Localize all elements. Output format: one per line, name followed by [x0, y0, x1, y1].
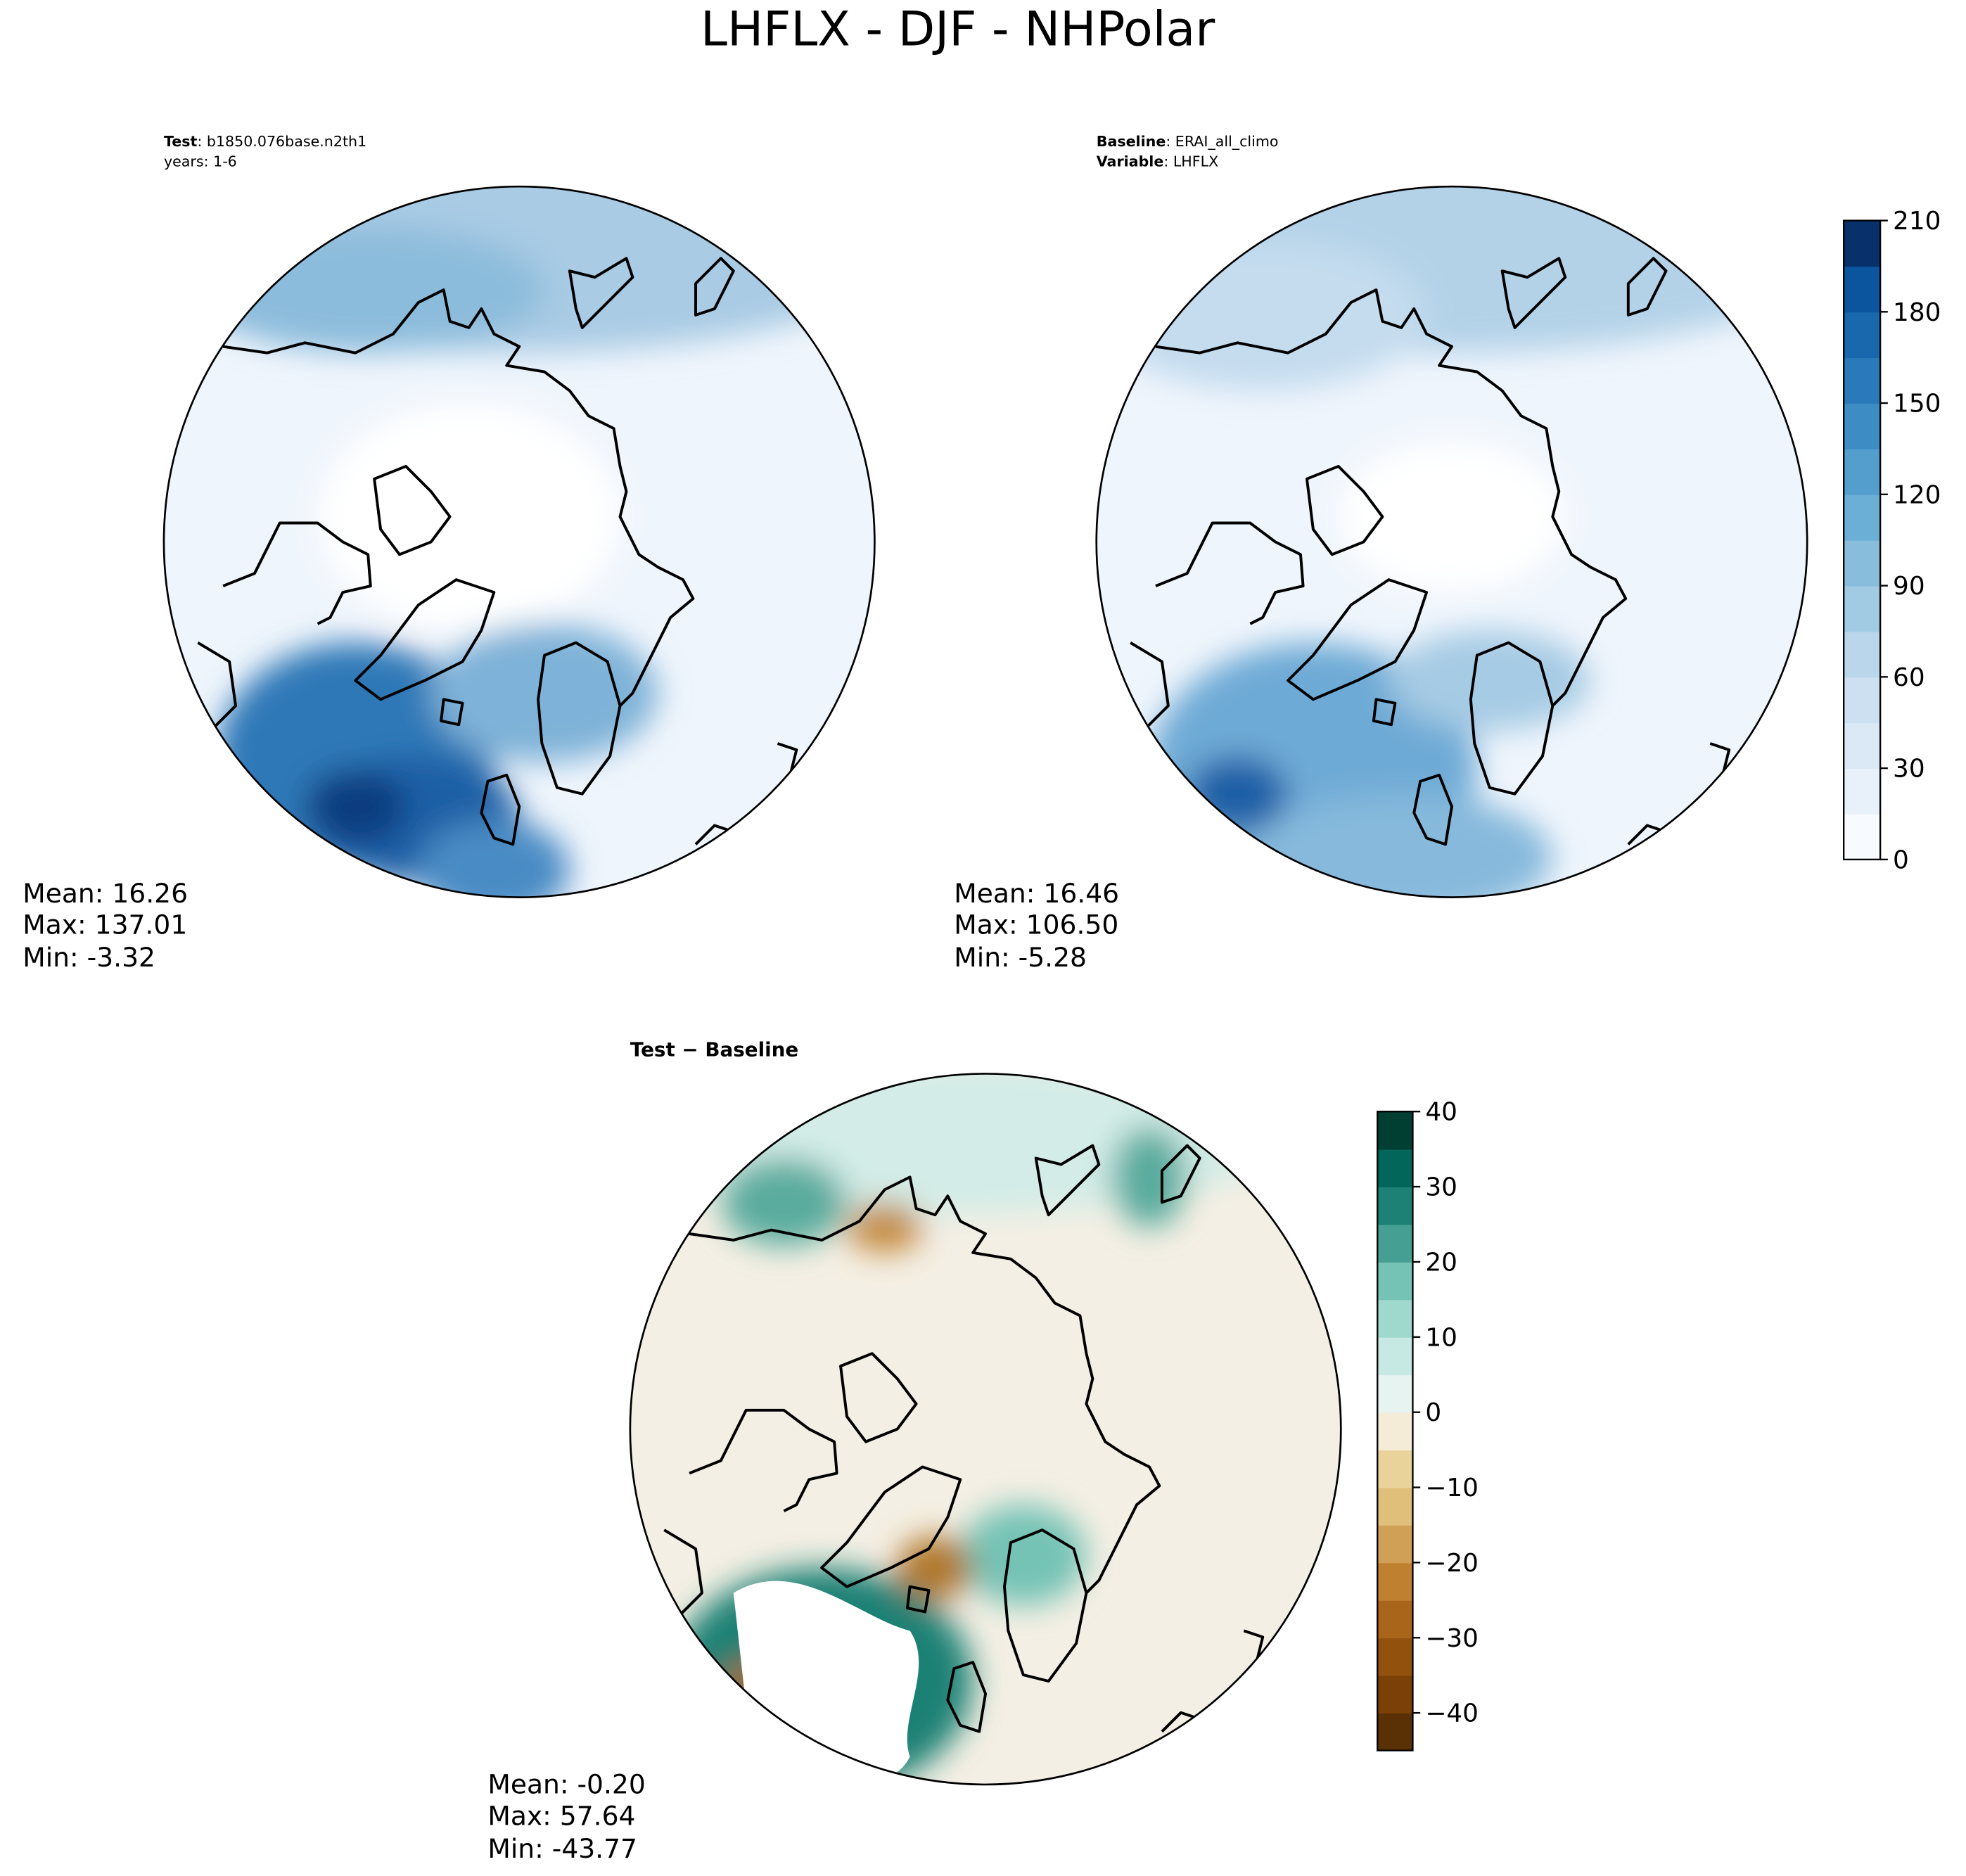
- colorbar-segment: [1844, 357, 1881, 404]
- stat: Max: 106.50: [954, 910, 1118, 940]
- stat: Max: 137.01: [23, 910, 187, 940]
- colorbar-segment: [1377, 1299, 1413, 1338]
- map: [629, 1073, 1342, 1786]
- header-label: Baseline: [1097, 133, 1166, 150]
- colorbar-segment: [1844, 448, 1881, 495]
- colorbar-segment: [1844, 677, 1881, 724]
- colorbar-tick-label: −40: [1425, 1699, 1479, 1728]
- colorbar-segment: [1377, 1187, 1413, 1225]
- colorbar-tick-label: 0: [1893, 846, 1909, 874]
- panel-header: Baseline: ERAI_all_climo: [1097, 133, 1279, 151]
- colorbar-segment: [1844, 585, 1881, 632]
- colorbar-segment: [1377, 1524, 1413, 1564]
- colorbar-segment: [1844, 814, 1881, 860]
- colorbar-segment: [1377, 1562, 1413, 1601]
- header-value: : b1850.076base.n2th1: [197, 133, 366, 150]
- colorbar-tick-label: 120: [1893, 480, 1941, 509]
- colorbar-segment: [1377, 1600, 1413, 1639]
- colorbar-tick-label: 60: [1893, 663, 1925, 692]
- panel-subheader: years: 1-6: [164, 153, 237, 170]
- stat: Min: -5.28: [954, 942, 1087, 973]
- figure-title: LHFLX - DJF - NHPolar: [701, 1, 1215, 57]
- colorbar-tick-label: 210: [1893, 207, 1941, 236]
- colorbar-segment: [1377, 1713, 1413, 1751]
- colorbar-tick-label: 180: [1893, 298, 1941, 327]
- header-label: Test: [164, 133, 198, 150]
- stat: Max: 57.64: [487, 1800, 635, 1831]
- colorbar-segment: [1377, 1111, 1413, 1150]
- colorbar-tick-label: 40: [1425, 1098, 1457, 1127]
- colorbar-segment: [1377, 1374, 1413, 1413]
- stat: Min: -43.77: [487, 1833, 637, 1864]
- colorbar-segment: [1844, 540, 1881, 587]
- colorbar-tick-label: 90: [1893, 572, 1925, 601]
- colorbar-segment: [1377, 1675, 1413, 1714]
- stat: Mean: 16.46: [954, 878, 1119, 909]
- colorbar-segment: [1377, 1149, 1413, 1187]
- colorbar-segment: [1844, 768, 1881, 815]
- colorbar-frame: [1377, 1111, 1414, 1751]
- colorbar-tick-label: 10: [1425, 1323, 1457, 1352]
- colorbar-segment: [1377, 1224, 1413, 1263]
- colorbar-segment: [1844, 312, 1881, 359]
- colorbar-segment: [1377, 1336, 1413, 1376]
- colorbar-segment: [1844, 631, 1881, 678]
- map: [162, 185, 876, 898]
- stat: Mean: -0.20: [487, 1768, 645, 1799]
- colorbar-tick-label: −20: [1425, 1549, 1479, 1578]
- header-value: : ERAI_all_climo: [1166, 133, 1278, 151]
- colorbar-segment: [1844, 494, 1881, 541]
- colorbar-tick-label: 30: [1425, 1173, 1457, 1202]
- panel-title: Test − Baseline: [630, 1038, 798, 1061]
- stat: Mean: 16.26: [23, 878, 188, 909]
- colorbar-tick-label: 20: [1425, 1248, 1457, 1277]
- colorbar-frame: [1843, 219, 1882, 861]
- colorbar-segment: [1377, 1638, 1413, 1676]
- panel-header: Test: b1850.076base.n2th1: [164, 133, 366, 150]
- colorbar-segment: [1377, 1412, 1413, 1450]
- map: [1095, 185, 1808, 898]
- header-value: : LHFLX: [1163, 153, 1218, 170]
- colorbar-tick-label: 150: [1893, 390, 1941, 419]
- colorbar-segment: [1377, 1450, 1413, 1488]
- colorbar-segment: [1844, 722, 1881, 770]
- stat: Min: -3.32: [23, 942, 155, 973]
- colorbar-tick-label: 0: [1425, 1398, 1441, 1427]
- colorbar-segment: [1377, 1261, 1413, 1301]
- panel-header: Variable: LHFLX: [1097, 153, 1218, 170]
- colorbar-segment: [1844, 403, 1881, 449]
- colorbar-tick-label: −30: [1425, 1624, 1479, 1653]
- colorbar-tick-label: 30: [1893, 755, 1925, 784]
- header-label: Variable: [1097, 153, 1164, 170]
- colorbar-segment: [1377, 1487, 1413, 1526]
- colorbar-segment: [1844, 220, 1881, 267]
- colorbar-tick-label: −10: [1425, 1474, 1479, 1502]
- colorbar-segment: [1844, 266, 1881, 313]
